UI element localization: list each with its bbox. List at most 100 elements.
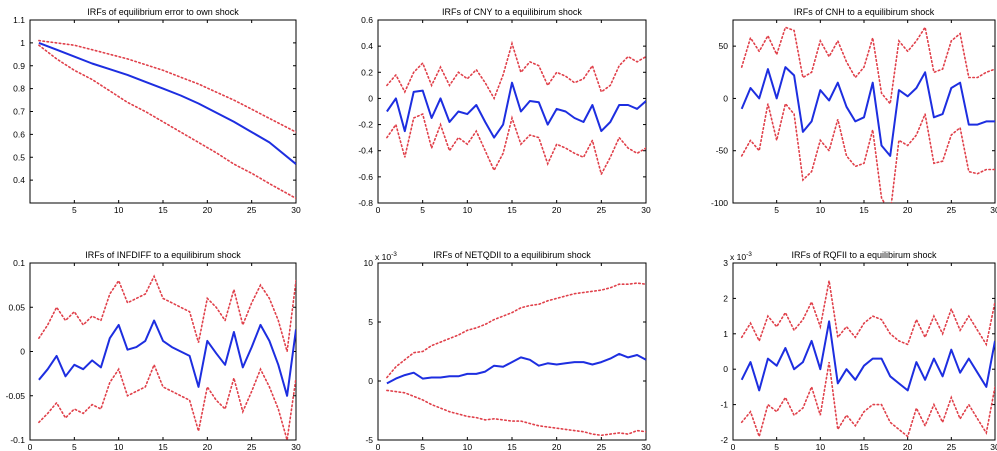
y-tick-label: 10 [364, 258, 374, 268]
x-tick-label: 15 [859, 205, 869, 215]
x-tick-label: 15 [507, 205, 517, 215]
y-tick-label: 0.4 [361, 41, 373, 51]
axes-box [732, 19, 996, 204]
x-tick-label: 15 [158, 205, 168, 215]
x-tick-label: 15 [507, 442, 517, 451]
y-tick-label: -0.2 [358, 120, 373, 130]
plot-title: IRFs of equilibrium error to own shock [87, 7, 239, 17]
x-tick-label: 25 [597, 442, 607, 451]
subplot-5: IRFs of NETQDII to a equilibirum shock x … [364, 250, 651, 451]
y-tick-label: 1 [20, 38, 25, 48]
x-tick-label: 20 [903, 442, 913, 451]
x-tick-label: 30 [990, 442, 997, 451]
x-tick-label: 10 [114, 205, 124, 215]
plot-title: IRFs of INFDIFF to a equilibirum shock [85, 250, 241, 260]
y-tick-label: -100 [711, 198, 728, 208]
axes-box [29, 262, 297, 441]
y-tick-label: -50 [716, 146, 729, 156]
x-tick-label: 30 [641, 205, 651, 215]
subplot-1: IRFs of equilibrium error to own shock 5 1… [13, 7, 301, 215]
y-tick-label: 0.7 [13, 107, 25, 117]
y-tick-label: 0.6 [361, 15, 373, 25]
x-tick-label: 25 [247, 205, 257, 215]
x-tick-label: 30 [291, 442, 301, 451]
x-tick-label: 5 [72, 205, 77, 215]
y-tick-label: 0 [368, 93, 373, 103]
confidence-upper-line [740, 280, 995, 347]
x-tick-label: 25 [947, 442, 957, 451]
y-tick-label: 1 [723, 329, 728, 339]
subplot-2: IRFs of CNY to a equilibirum shock 0 5 10 15… [358, 7, 651, 215]
plot-title: IRFs of CNH to a equilibirum shock [794, 7, 935, 17]
subplot-6: IRFs of RQFII to a equilibirum shock x 10… [720, 250, 997, 451]
response-line [740, 66, 995, 157]
x-tick-label: 5 [774, 442, 779, 451]
y-tick-label: 0.05 [8, 302, 25, 312]
confidence-lower-line [386, 112, 646, 177]
x-tick-label: 0 [376, 205, 381, 215]
x-tick-label: 15 [158, 442, 168, 451]
x-tick-label: 30 [990, 205, 997, 215]
y-tick-label: -0.05 [6, 391, 26, 401]
x-tick-label: 10 [463, 442, 473, 451]
y-tick-label: 0.4 [13, 175, 25, 185]
x-tick-label: 20 [903, 205, 913, 215]
x-tick-label: 0 [28, 442, 33, 451]
x-tick-label: 20 [552, 442, 562, 451]
y-tick-label: 5 [368, 317, 373, 327]
y-tick-label: -2 [720, 435, 728, 445]
x-tick-label: 10 [816, 205, 826, 215]
x-tick-label: 25 [597, 205, 607, 215]
confidence-upper-line [740, 25, 995, 106]
y-tick-label: -0.1 [10, 435, 25, 445]
y-tick-label: 1.1 [13, 15, 25, 25]
confidence-upper-line [386, 40, 646, 101]
y-tick-label: 3 [723, 258, 728, 268]
x-tick-label: 25 [247, 442, 257, 451]
response-line [386, 81, 646, 139]
confidence-upper-line [38, 39, 296, 133]
x-tick-label: 10 [114, 442, 124, 451]
x-tick-label: 20 [203, 205, 213, 215]
confidence-lower-line [740, 101, 995, 203]
y-tick-label: 0 [723, 93, 728, 103]
y-tick-label: -1 [720, 400, 728, 410]
x-tick-label: 5 [72, 442, 77, 451]
y-exponent-label: x 10-3 [730, 251, 752, 262]
y-tick-label: 0.8 [13, 84, 25, 94]
confidence-lower-line [740, 361, 995, 440]
y-tick-label: -0.4 [358, 146, 373, 156]
response-line [386, 352, 646, 385]
y-tick-label: 50 [719, 41, 729, 51]
confidence-upper-line [38, 274, 296, 352]
confidence-lower-line [386, 389, 646, 437]
y-tick-label: -0.8 [358, 198, 373, 208]
x-tick-label: 0 [376, 442, 381, 451]
axes-box [377, 19, 647, 204]
plot-title: IRFs of CNY to a equilibirum shock [442, 7, 582, 17]
y-tick-label: 0.2 [361, 67, 373, 77]
x-tick-label: 15 [859, 442, 869, 451]
y-tick-label: 0.5 [13, 152, 25, 162]
x-tick-label: 5 [774, 205, 779, 215]
x-tick-label: 30 [291, 205, 301, 215]
x-tick-label: 25 [947, 205, 957, 215]
plot-title: IRFs of RQFII to a equilibirum shock [791, 250, 937, 260]
x-tick-label: 5 [420, 205, 425, 215]
y-tick-label: 0.9 [13, 61, 25, 71]
x-tick-label: 20 [552, 205, 562, 215]
y-tick-label: 2 [723, 293, 728, 303]
y-tick-label: 0 [20, 347, 25, 357]
axes-box [29, 19, 297, 204]
x-tick-label: 10 [816, 442, 826, 451]
subplot-4: IRFs of INFDIFF to a equilibirum shock 0 5… [6, 250, 301, 451]
y-tick-label: 0 [723, 364, 728, 374]
response-line [740, 320, 995, 392]
x-tick-label: 30 [641, 442, 651, 451]
subplot-3: IRFs of CNH to a equilibirum shock 5 10 15 2… [711, 7, 997, 215]
y-exponent-label: x 10-3 [375, 251, 397, 262]
axes-box [732, 262, 996, 441]
x-tick-label: 5 [420, 442, 425, 451]
response-line [38, 41, 296, 165]
